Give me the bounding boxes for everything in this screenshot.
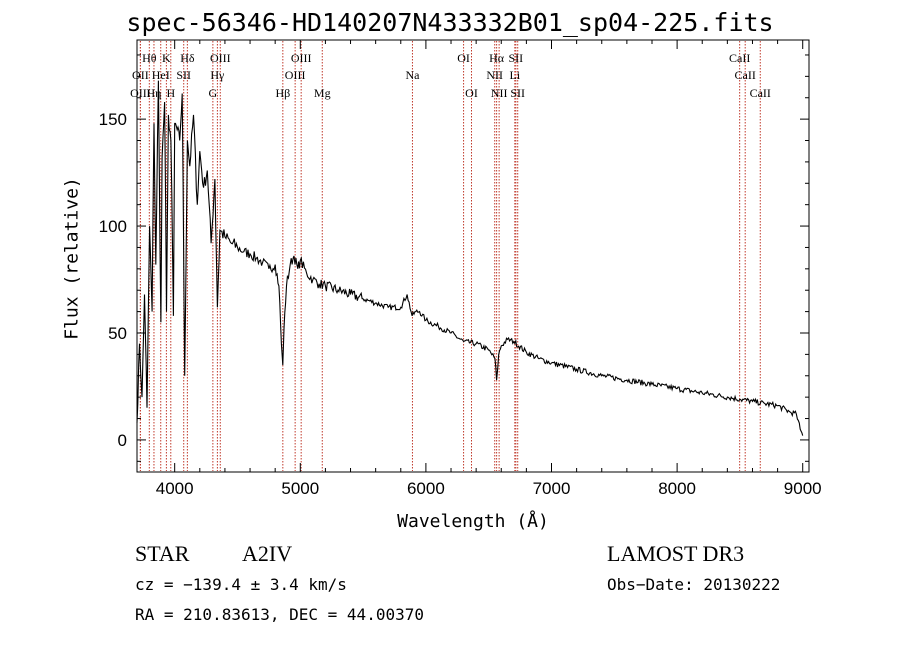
marker-label: SII: [176, 68, 191, 82]
x-axis-label: Wavelength (Å): [397, 511, 549, 532]
x-tick-label: 4000: [156, 479, 194, 498]
marker-label: G: [209, 86, 218, 100]
marker-label: CaII: [729, 51, 750, 65]
marker-label: OI: [457, 51, 470, 65]
marker-label: Mg: [314, 86, 331, 100]
marker-label: SII: [510, 86, 525, 100]
marker-label: Hβ: [275, 86, 290, 100]
plot-frame: [136, 39, 810, 473]
marker-label: OI: [465, 86, 478, 100]
marker-label: Hδ: [180, 51, 195, 65]
x-tick-label: 7000: [533, 479, 571, 498]
chart-title: spec-56346-HD140207N433332B01_sp04-225.f…: [126, 8, 774, 37]
marker-label: Hη: [146, 86, 161, 100]
y-tick-label: 0: [118, 431, 127, 450]
marker-label: NII: [486, 68, 503, 82]
y-tick-label: 50: [108, 324, 127, 343]
marker-label: Na: [405, 68, 420, 82]
y-axis-label: Flux (relative): [61, 177, 83, 340]
marker-label: Hα: [489, 51, 505, 65]
observation-date: Obs−Date: 20130222: [607, 575, 781, 594]
x-tick-label: 5000: [281, 479, 319, 498]
marker-label: OIII: [130, 86, 151, 100]
marker-label: Hγ: [210, 68, 225, 82]
y-tick-label: 150: [99, 110, 127, 129]
x-tick-label: 8000: [658, 479, 696, 498]
marker-label: NII: [491, 86, 508, 100]
object-subclass: A2IV: [242, 541, 293, 566]
y-tick-label: 100: [99, 217, 127, 236]
marker-label: Li: [509, 68, 520, 82]
marker-label: OIII: [210, 51, 231, 65]
x-tick-label: 9000: [784, 479, 822, 498]
object-class: STAR: [135, 541, 190, 566]
emission-line-markers: [139, 41, 761, 471]
marker-label: Hθ: [142, 51, 157, 65]
ra-dec-coordinates: RA = 210.83613, DEC = 44.00370: [135, 605, 424, 624]
marker-label: SII: [508, 51, 523, 65]
x-tick-label: 6000: [407, 479, 445, 498]
marker-label: K: [162, 51, 171, 65]
marker-label: OIII: [285, 68, 306, 82]
axis-ticks: 4000 5000 6000 7000 8000 9000 0 50 100 150: [99, 40, 822, 498]
marker-label: OII: [132, 68, 149, 82]
survey-name: LAMOST DR3: [607, 541, 745, 566]
marker-label: CaII: [735, 68, 756, 82]
marker-label: CaII: [750, 86, 771, 100]
marker-label: H: [166, 86, 175, 100]
spectrum-line: [136, 80, 804, 436]
marker-label: HeI: [152, 68, 170, 82]
marker-label: OIII: [291, 51, 312, 65]
redshift-cz: cz = −139.4 ± 3.4 km/s: [135, 575, 347, 594]
